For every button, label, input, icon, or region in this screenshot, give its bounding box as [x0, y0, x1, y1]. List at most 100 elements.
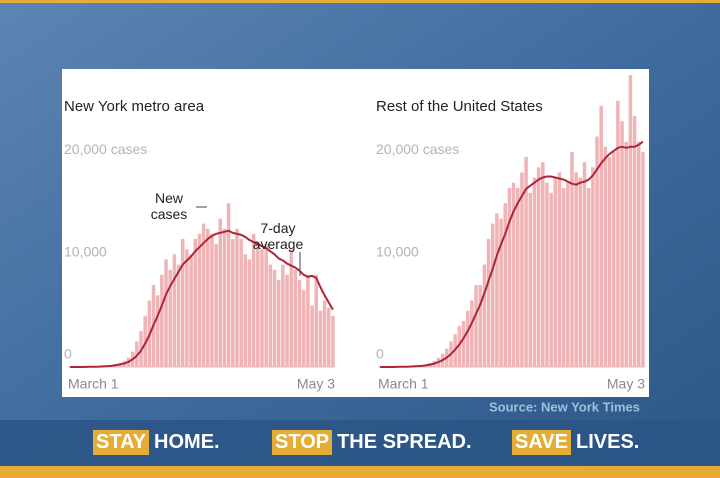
banner-text: LIVES. [575, 430, 640, 453]
bar [281, 264, 285, 367]
bar [490, 223, 495, 367]
bar [318, 310, 323, 367]
bar [566, 182, 570, 367]
bar [243, 254, 248, 367]
bar [218, 218, 223, 367]
bar [289, 249, 293, 367]
top-stripe [0, 0, 720, 3]
bar [285, 274, 289, 367]
bar [507, 187, 512, 367]
bar [511, 182, 516, 367]
bar [470, 300, 474, 367]
bar [536, 167, 541, 367]
bar [603, 146, 608, 367]
x-tick-label: March 1 [378, 376, 429, 392]
bar [591, 167, 595, 367]
bar [541, 162, 545, 367]
banner-text: HOME. [154, 430, 220, 453]
bar [570, 151, 574, 367]
bar [624, 141, 628, 367]
banner-highlight: SAVE [512, 429, 571, 455]
bar [214, 244, 218, 367]
bar [636, 141, 641, 367]
bar [193, 238, 197, 367]
y-tick-label: 20,000 cases [64, 141, 147, 157]
bar [239, 238, 243, 367]
bar [611, 151, 616, 367]
banner-highlight: STOP [272, 429, 333, 455]
bar [322, 300, 327, 367]
bar [310, 305, 314, 367]
bar [155, 295, 160, 367]
bar [632, 116, 637, 367]
average-line [380, 140, 644, 368]
bar [574, 172, 578, 367]
bar [482, 264, 487, 367]
bar [226, 203, 231, 367]
bar [628, 75, 633, 367]
bar [549, 192, 553, 367]
bar [516, 187, 520, 367]
bar [160, 274, 164, 367]
y-tick-label: 10,000 [376, 243, 419, 259]
chart-title: Rest of the United States [376, 98, 543, 115]
bar [256, 244, 260, 367]
bar [499, 218, 503, 367]
bar [301, 290, 306, 367]
bar [189, 254, 193, 367]
bar [599, 105, 603, 368]
chart-title: New York metro area [64, 98, 205, 115]
bar [553, 177, 558, 367]
bar [641, 151, 645, 367]
bar [314, 274, 318, 367]
y-tick-label: 0 [376, 346, 384, 362]
x-tick-label: May 3 [607, 376, 645, 392]
source: Source: New York Times [489, 399, 640, 414]
bar [185, 249, 189, 367]
bar [297, 279, 302, 367]
x-tick-label: May 3 [297, 376, 335, 392]
banner-item: SAVE LIVES. [512, 428, 639, 456]
bar [326, 307, 331, 367]
x-tick-label: March 1 [68, 376, 119, 392]
bar [247, 259, 252, 367]
annotation: New cases [150, 190, 188, 222]
bar [620, 121, 624, 367]
bar [524, 157, 528, 367]
bar [532, 177, 537, 367]
bar [293, 269, 298, 367]
bar [180, 238, 185, 367]
bar [578, 177, 583, 367]
bar [586, 187, 591, 367]
annotation: 7-day average [252, 220, 304, 252]
bar [520, 172, 524, 367]
bar [272, 269, 277, 367]
bar [457, 326, 462, 367]
bar [582, 162, 587, 367]
average-line [70, 229, 334, 368]
bar [616, 100, 620, 368]
bar [306, 274, 310, 367]
bar [176, 264, 181, 367]
bar [172, 254, 177, 367]
bar [231, 238, 235, 367]
bar [251, 233, 256, 367]
bar [210, 233, 214, 367]
bar [197, 233, 202, 367]
bar [276, 279, 281, 367]
banner-text: THE SPREAD. [337, 430, 472, 453]
bar [607, 157, 612, 367]
bar [331, 315, 335, 367]
bar [260, 249, 264, 367]
bar [222, 228, 227, 367]
bar [268, 264, 273, 367]
bar [595, 136, 599, 367]
y-tick-label: 0 [64, 346, 72, 362]
bar [478, 285, 482, 367]
bar [164, 259, 168, 367]
y-tick-label: 20,000 cases [376, 141, 459, 157]
bar [486, 238, 491, 367]
bar [264, 244, 268, 367]
banner-highlight: STAY [93, 429, 150, 455]
